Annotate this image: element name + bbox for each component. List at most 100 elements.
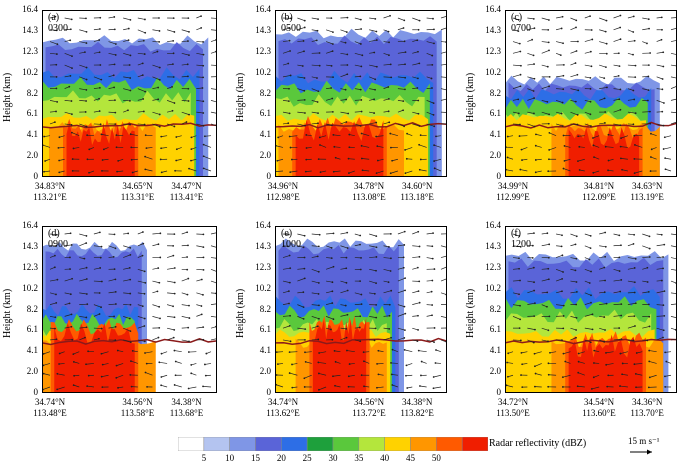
wind-vector-head: [546, 305, 548, 308]
wind-vector: [108, 64, 115, 66]
wind-vector: [613, 15, 621, 19]
wind-vector-head: [519, 85, 522, 88]
wind-vector-head: [561, 254, 564, 257]
wind-vector: [152, 29, 160, 32]
x-tick-label: 34.38°N 113.82°E: [400, 397, 434, 418]
wind-vector-head: [54, 327, 56, 330]
wind-vector: [334, 146, 341, 148]
wind-vector-head: [70, 244, 73, 246]
wind-vector-head: [417, 314, 419, 317]
wind-vector: [377, 158, 384, 161]
wind-vector: [196, 314, 202, 317]
wind-vector-head: [200, 278, 203, 281]
colorbar-tick-label: 10: [225, 453, 235, 463]
wind-vector-head: [130, 360, 132, 362]
wind-vector-head: [662, 256, 664, 258]
wind-vector-head: [158, 326, 161, 329]
wind-vector: [297, 111, 305, 114]
wind-vector-head: [404, 289, 406, 292]
wind-vector-head: [634, 372, 637, 375]
wind-vector: [333, 134, 341, 137]
wind-vector-head: [360, 374, 363, 377]
wind-vector-head: [85, 242, 88, 244]
plot-frame: [42, 226, 217, 393]
wind-vector-head: [560, 112, 563, 115]
wind-vector: [570, 62, 576, 66]
wind-vector: [613, 244, 621, 247]
wind-vector-head: [287, 290, 290, 293]
wind-vector-head: [318, 233, 321, 236]
wind-vector: [203, 168, 212, 172]
wind-vector-head: [617, 52, 620, 55]
wind-vector-head: [317, 361, 320, 364]
wind-vector: [123, 39, 129, 42]
y-tick-label: 12.3: [485, 45, 501, 56]
wind-vector-head: [55, 53, 58, 55]
wind-vector: [79, 242, 87, 247]
wind-vector: [348, 158, 355, 160]
wind-vector: [340, 111, 349, 114]
wind-vector: [59, 363, 65, 365]
wind-vector-head: [85, 30, 88, 33]
wind-vector-head: [387, 281, 390, 284]
wind-vector: [642, 88, 649, 91]
wind-vector: [354, 17, 361, 20]
wind-vector: [174, 350, 182, 353]
wind-vector: [620, 385, 628, 388]
wind-vector: [282, 303, 290, 305]
wind-vector: [282, 267, 291, 270]
wind-vector: [541, 85, 550, 89]
wind-vector: [584, 327, 593, 330]
wind-vector: [512, 339, 521, 341]
wind-vector-head: [561, 101, 564, 104]
wind-vector-head: [562, 327, 565, 330]
wind-vector-head: [663, 314, 666, 317]
wind-vector-head: [127, 109, 129, 112]
wind-vector: [613, 315, 622, 317]
wind-vector: [275, 145, 284, 148]
wind-vector: [541, 339, 549, 342]
y-tick-label: 12.3: [255, 45, 271, 56]
wind-vector-head: [331, 43, 334, 45]
wind-vector: [181, 111, 190, 115]
y-tick-label: 4.1: [26, 129, 38, 140]
wind-vector: [556, 75, 564, 78]
wind-vector-head: [420, 360, 423, 363]
wind-vector: [167, 110, 173, 113]
wind-vector: [404, 349, 413, 353]
wind-vector: [346, 350, 355, 353]
wind-vector-head: [55, 293, 57, 296]
wind-vector: [152, 76, 160, 81]
wind-vector: [93, 313, 100, 317]
wind-vector: [527, 52, 534, 56]
wind-vector-head: [618, 256, 621, 259]
wind-vector-head: [593, 156, 595, 159]
wind-vector: [541, 111, 550, 115]
wind-vector: [79, 316, 87, 318]
wind-vector-head: [114, 43, 117, 45]
wind-vector-head: [588, 258, 591, 261]
wind-vector-head: [142, 110, 145, 113]
wind-vector-head: [330, 87, 333, 89]
wind-vector: [181, 29, 190, 33]
wind-vector: [599, 87, 608, 89]
wind-vector: [656, 327, 664, 331]
wind-vector: [196, 326, 204, 329]
wind-vector-head: [303, 98, 306, 101]
wind-vector-head: [87, 350, 90, 353]
wind-vector-head: [113, 315, 115, 318]
wind-vector: [311, 111, 319, 114]
wind-vector-head: [187, 75, 189, 78]
wind-vector-head: [533, 27, 536, 30]
wind-vector: [622, 373, 628, 376]
wind-vector: [426, 17, 434, 20]
wind-vector: [325, 41, 333, 45]
wind-vector-head: [186, 268, 189, 271]
wind-vector-head: [574, 62, 577, 64]
wind-vector-head: [83, 257, 86, 260]
wind-vector-head: [360, 65, 363, 68]
wind-vector-head: [388, 41, 390, 44]
wind-vector-head: [590, 125, 592, 127]
wind-vector-head: [533, 289, 536, 292]
wind-vector-head: [358, 326, 361, 329]
